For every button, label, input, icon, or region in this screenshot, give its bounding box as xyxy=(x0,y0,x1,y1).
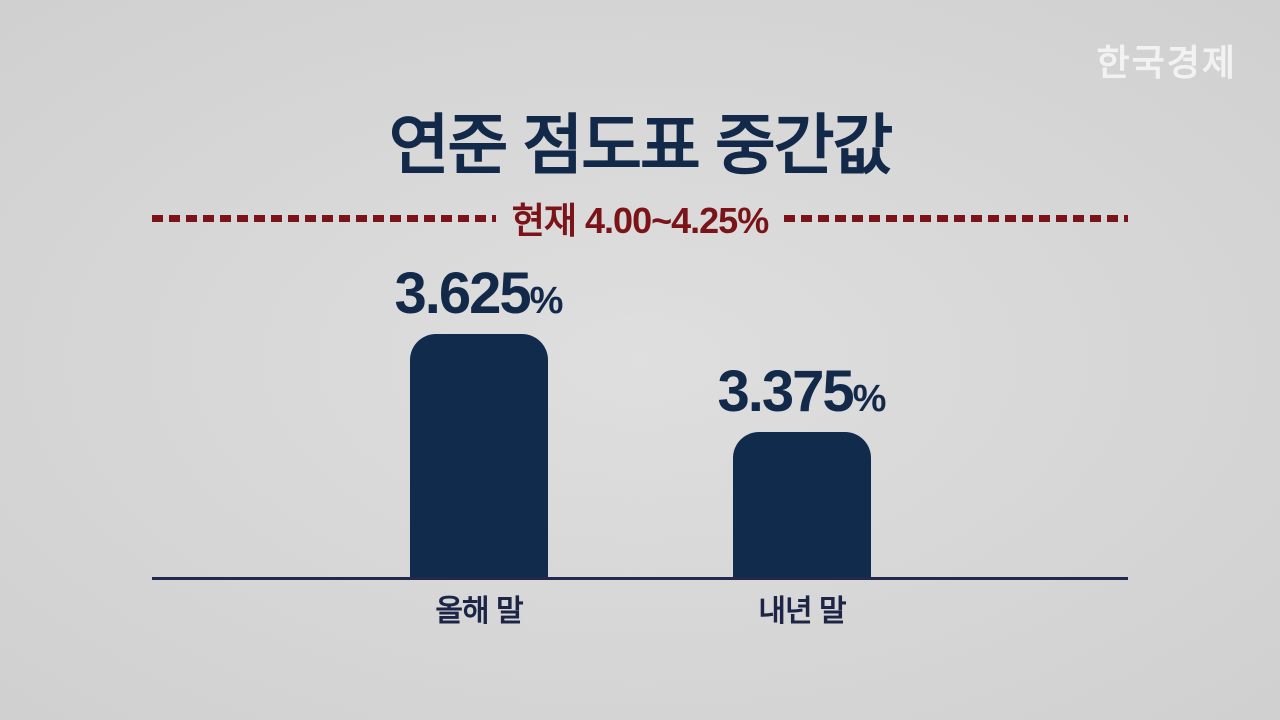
value-number: 3.625 xyxy=(394,261,532,326)
current-rate-label: 현재 4.00~4.25% xyxy=(511,200,769,241)
value-label-next-year-end: 3.375% xyxy=(718,363,887,421)
hankyung-logo: 한국경제 xyxy=(1096,43,1237,83)
value-label-this-year-end: 3.625% xyxy=(395,265,564,323)
dashed-line-left xyxy=(152,214,496,222)
bar-this-year-end xyxy=(410,334,548,578)
bar-group-this-year-end: 3.625% xyxy=(349,265,609,578)
category-label-next-year-end: 내년 말 xyxy=(758,595,846,628)
percent-sign: % xyxy=(852,378,887,420)
bar-next-year-end xyxy=(733,432,871,578)
chart-title: 연준 점도표 중간값 xyxy=(388,108,893,182)
bar-group-next-year-end: 3.375% xyxy=(672,363,932,578)
x-axis-line xyxy=(152,577,1128,580)
percent-sign: % xyxy=(529,280,564,322)
dashed-line-right xyxy=(784,214,1129,222)
value-number: 3.375 xyxy=(717,359,855,424)
category-label-this-year-end: 올해 말 xyxy=(435,595,523,628)
current-rate-reference-line: 현재 4.00~4.25% xyxy=(152,197,1129,241)
